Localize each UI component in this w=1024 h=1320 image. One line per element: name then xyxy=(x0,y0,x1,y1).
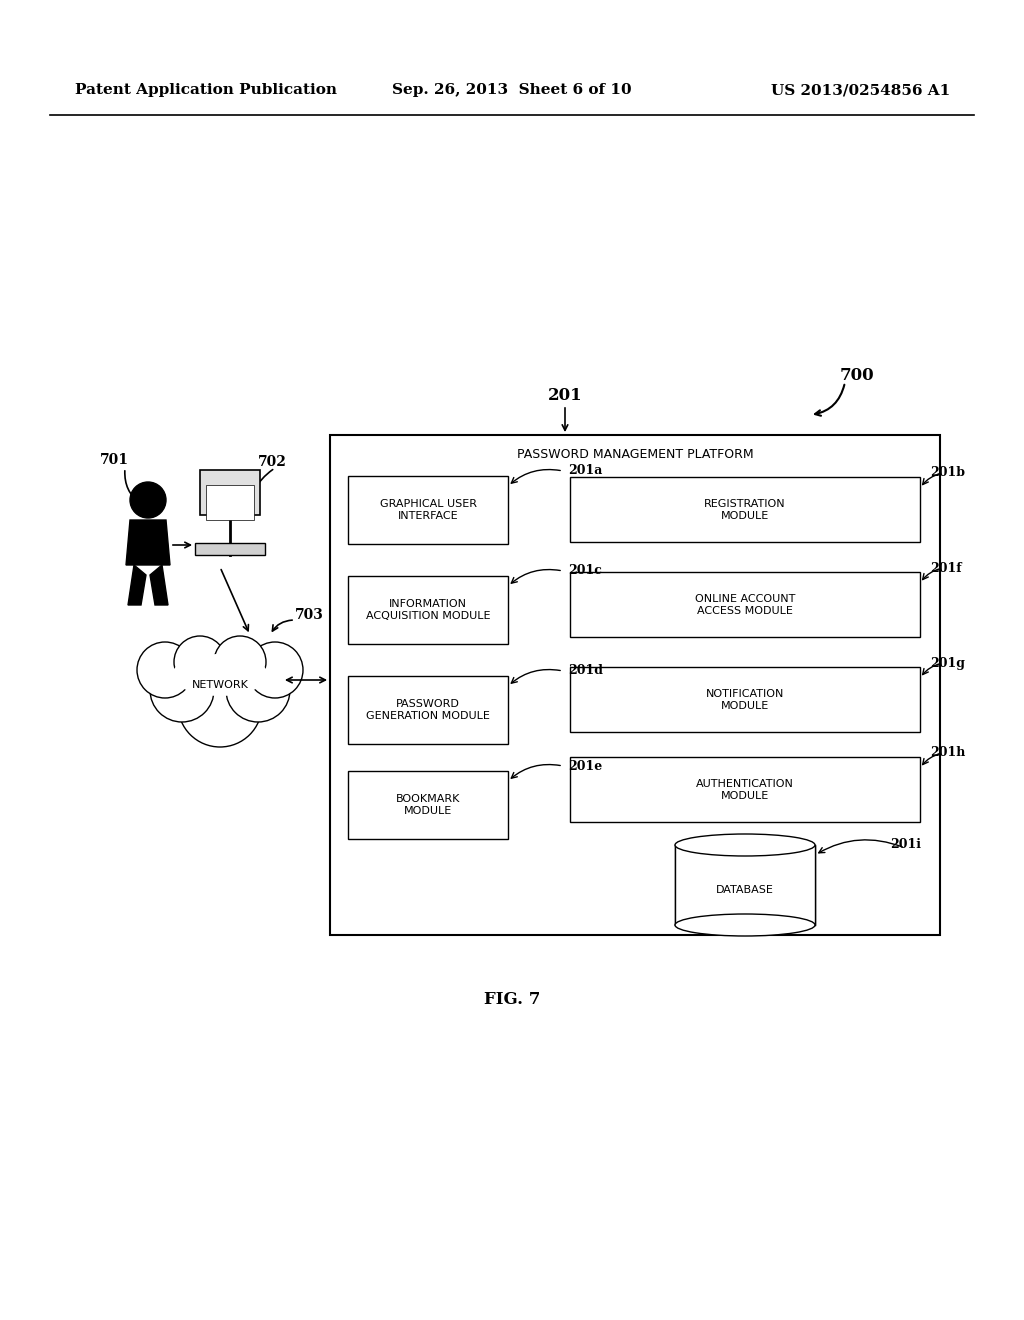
Text: Sep. 26, 2013  Sheet 6 of 10: Sep. 26, 2013 Sheet 6 of 10 xyxy=(392,83,632,96)
Text: REGISTRATION
MODULE: REGISTRATION MODULE xyxy=(705,499,785,521)
Circle shape xyxy=(130,482,166,517)
Text: DATABASE: DATABASE xyxy=(716,884,774,895)
Bar xyxy=(570,667,920,733)
Text: ONLINE ACCOUNT
ACCESS MODULE: ONLINE ACCOUNT ACCESS MODULE xyxy=(695,594,796,616)
Text: 201: 201 xyxy=(548,387,583,404)
Circle shape xyxy=(137,642,193,698)
Bar xyxy=(200,470,260,515)
Text: AUTHENTICATION
MODULE: AUTHENTICATION MODULE xyxy=(696,779,794,801)
Circle shape xyxy=(174,636,226,688)
Text: GRAPHICAL USER
INTERFACE: GRAPHICAL USER INTERFACE xyxy=(380,499,476,521)
Text: PASSWORD
GENERATION MODULE: PASSWORD GENERATION MODULE xyxy=(366,700,489,721)
Bar xyxy=(348,676,508,744)
Text: BOOKMARK
MODULE: BOOKMARK MODULE xyxy=(396,795,460,816)
Text: 700: 700 xyxy=(840,367,874,384)
Text: FIG. 7: FIG. 7 xyxy=(483,991,541,1008)
Text: 201g: 201g xyxy=(930,656,965,669)
Polygon shape xyxy=(128,565,146,605)
Circle shape xyxy=(226,657,290,722)
Text: 703: 703 xyxy=(295,609,324,622)
Text: 201a: 201a xyxy=(568,465,602,478)
Text: 702: 702 xyxy=(258,455,287,469)
Text: US 2013/0254856 A1: US 2013/0254856 A1 xyxy=(771,83,950,96)
Bar xyxy=(330,436,940,935)
Ellipse shape xyxy=(172,653,268,696)
Text: 201f: 201f xyxy=(930,561,962,574)
Bar xyxy=(195,543,265,554)
Text: PASSWORD MANAGEMENT PLATFORM: PASSWORD MANAGEMENT PLATFORM xyxy=(517,449,754,462)
Circle shape xyxy=(150,657,214,722)
Circle shape xyxy=(178,663,262,747)
Polygon shape xyxy=(126,520,170,565)
Text: NETWORK: NETWORK xyxy=(191,680,249,690)
Ellipse shape xyxy=(675,834,815,855)
Text: 201c: 201c xyxy=(568,565,602,578)
Text: 701: 701 xyxy=(100,453,129,467)
Text: 201b: 201b xyxy=(930,466,965,479)
Text: NOTIFICATION
MODULE: NOTIFICATION MODULE xyxy=(706,689,784,710)
Ellipse shape xyxy=(154,653,286,708)
Text: Patent Application Publication: Patent Application Publication xyxy=(75,83,337,96)
Bar xyxy=(348,477,508,544)
Bar xyxy=(206,484,254,520)
Bar xyxy=(348,771,508,840)
Bar xyxy=(570,756,920,822)
Bar xyxy=(675,846,815,924)
Text: INFORMATION
ACQUISITION MODULE: INFORMATION ACQUISITION MODULE xyxy=(366,599,490,620)
Circle shape xyxy=(214,636,266,688)
Bar xyxy=(675,845,815,925)
Polygon shape xyxy=(150,565,168,605)
Text: 201h: 201h xyxy=(930,747,966,759)
Text: 201d: 201d xyxy=(568,664,603,677)
Bar xyxy=(348,576,508,644)
Text: 201i: 201i xyxy=(890,838,921,851)
Circle shape xyxy=(247,642,303,698)
Bar xyxy=(570,572,920,638)
Text: 201e: 201e xyxy=(568,759,602,772)
Ellipse shape xyxy=(675,913,815,936)
Bar xyxy=(570,477,920,543)
